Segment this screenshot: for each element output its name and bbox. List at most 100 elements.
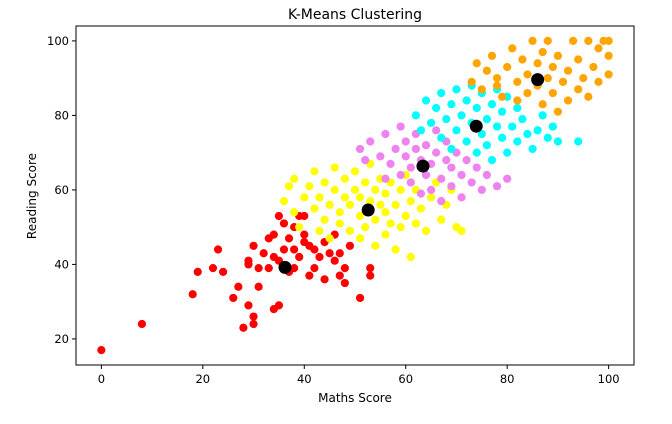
data-point [426, 193, 436, 202]
x-tick-label: 100 [598, 372, 620, 386]
data-point [355, 211, 365, 221]
data-point [355, 144, 365, 154]
data-point [492, 182, 502, 191]
data-point [594, 77, 603, 86]
data-point [279, 245, 289, 254]
y-tick-label: 20 [54, 332, 69, 346]
data-point [315, 226, 324, 235]
data-point [426, 118, 436, 127]
data-point [457, 193, 466, 202]
data-point [137, 319, 147, 329]
data-point [508, 122, 517, 131]
data-point [447, 100, 456, 109]
data-point [305, 182, 314, 191]
y-tick-label: 80 [54, 108, 69, 122]
data-point [305, 271, 314, 280]
data-point [604, 70, 613, 79]
data-point [239, 323, 248, 332]
data-point [406, 196, 415, 206]
data-point [290, 208, 299, 217]
data-point [386, 219, 395, 228]
data-point [421, 96, 431, 105]
data-point [361, 156, 370, 165]
data-point [219, 267, 228, 276]
y-tick-label: 100 [47, 34, 69, 48]
data-point [467, 77, 476, 86]
centroid-point [361, 203, 375, 217]
data-point [325, 249, 334, 258]
data-point [345, 200, 355, 209]
data-point [350, 185, 360, 195]
data-point [492, 74, 502, 83]
data-point [310, 204, 319, 213]
data-point [477, 185, 486, 195]
data-point [553, 51, 563, 60]
data-point [284, 182, 294, 191]
data-point [421, 170, 431, 180]
data-point [432, 103, 441, 113]
centroids-layer [278, 73, 545, 274]
data-point [604, 36, 613, 46]
data-point [208, 264, 218, 273]
data-point [482, 170, 491, 180]
data-point [574, 137, 583, 146]
data-point [437, 174, 446, 183]
data-point [503, 174, 512, 183]
data-point [543, 133, 552, 142]
data-point [553, 137, 563, 146]
data-point [401, 152, 410, 161]
data-point [295, 252, 304, 262]
data-point [452, 85, 461, 94]
data-point [381, 129, 390, 139]
data-point [432, 148, 441, 157]
data-point [396, 223, 405, 232]
data-point [437, 196, 446, 206]
data-point [315, 252, 324, 262]
data-point [320, 178, 329, 187]
data-point [548, 122, 557, 131]
data-point [528, 144, 537, 154]
x-tick-label: 80 [500, 372, 515, 386]
data-point [361, 223, 370, 232]
data-point [310, 245, 319, 254]
data-point [569, 36, 578, 46]
data-point [421, 141, 431, 150]
data-point [604, 51, 613, 60]
data-point [320, 215, 329, 224]
data-point [340, 174, 349, 183]
data-point [249, 241, 258, 250]
data-point [513, 137, 522, 146]
data-point [523, 70, 532, 79]
x-tick-label: 40 [297, 372, 312, 386]
data-point [315, 193, 324, 202]
data-point [366, 137, 375, 146]
data-point [452, 126, 461, 135]
data-point [371, 215, 380, 224]
data-point [381, 208, 390, 217]
data-point [381, 174, 390, 183]
data-point [548, 88, 557, 98]
data-point [558, 77, 568, 86]
data-point [462, 96, 471, 105]
y-tick-label: 40 [54, 257, 69, 271]
data-point [335, 271, 344, 280]
data-point [411, 111, 420, 120]
data-point [279, 196, 289, 206]
plot-frame [75, 25, 635, 366]
data-point [416, 126, 426, 135]
data-point [300, 193, 309, 202]
data-point [498, 107, 507, 116]
data-point [396, 122, 405, 131]
data-point [442, 115, 451, 124]
x-tick-label: 60 [398, 372, 413, 386]
data-point [300, 211, 309, 221]
data-point [528, 36, 537, 46]
data-point [513, 103, 522, 113]
data-point [477, 85, 486, 94]
data-point [563, 66, 573, 75]
data-point [579, 74, 588, 83]
data-point [355, 193, 365, 202]
data-point [574, 85, 583, 94]
data-point [284, 234, 294, 243]
data-point [518, 55, 527, 64]
